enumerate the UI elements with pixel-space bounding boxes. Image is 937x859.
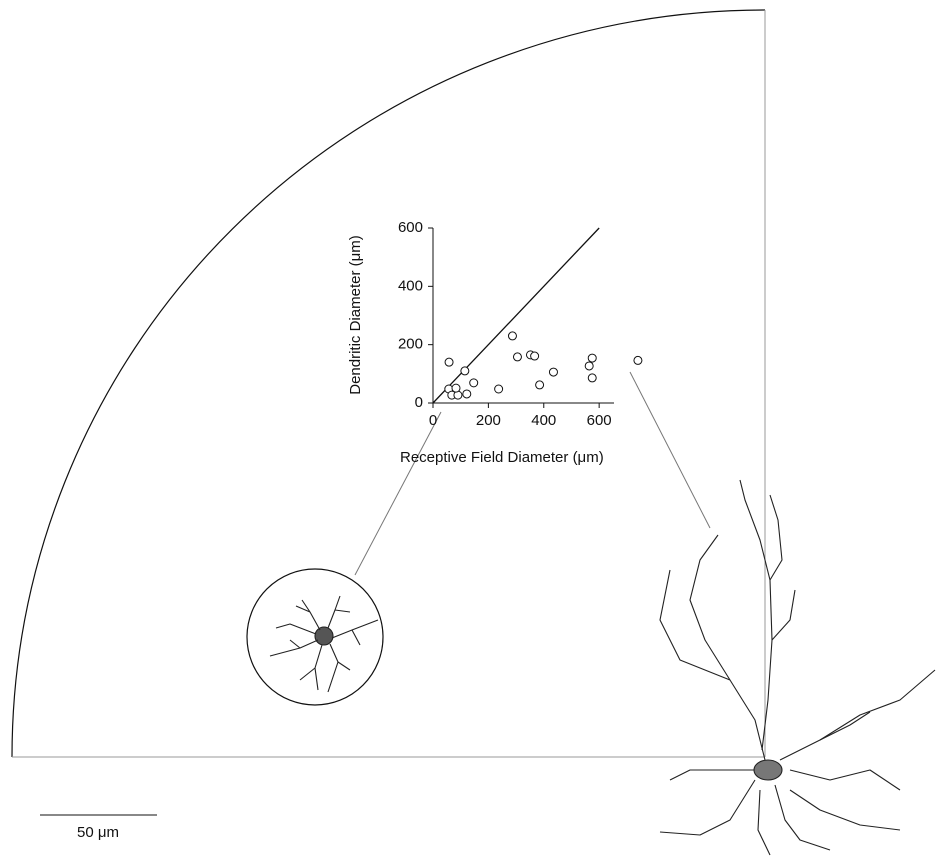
x-tick-label: 200 xyxy=(476,412,501,429)
y-tick-label: 200 xyxy=(398,336,423,353)
data-point xyxy=(633,355,643,365)
small-neuron xyxy=(269,595,379,693)
x-axis-label: Receptive Field Diameter (μm) xyxy=(400,449,604,466)
data-point xyxy=(462,389,472,399)
connector xyxy=(354,411,442,576)
data-point xyxy=(530,351,540,361)
large-neuron xyxy=(659,479,936,856)
x-tick-label: 400 xyxy=(531,412,556,429)
data-point xyxy=(507,331,517,341)
connector xyxy=(629,371,711,529)
data-point xyxy=(460,366,470,376)
unity-line xyxy=(432,227,600,404)
data-point xyxy=(444,357,454,367)
y-tick-label: 400 xyxy=(398,277,423,294)
x-tick-label: 600 xyxy=(587,412,612,429)
data-point xyxy=(535,380,545,390)
field-arc xyxy=(11,9,766,758)
y-axis-label: Dendritic Diameter (μm) xyxy=(347,235,364,395)
data-point xyxy=(469,378,479,388)
data-point xyxy=(512,352,522,362)
data-point xyxy=(451,383,461,393)
y-tick-label: 600 xyxy=(398,219,423,236)
y-tick-label: 0 xyxy=(415,394,423,411)
data-point xyxy=(494,384,504,394)
scale-bar-label: 50 μm xyxy=(77,824,119,841)
data-point xyxy=(587,373,597,383)
data-point xyxy=(584,361,594,371)
data-point xyxy=(548,367,558,377)
x-tick-label: 0 xyxy=(429,412,437,429)
data-point xyxy=(587,353,597,363)
